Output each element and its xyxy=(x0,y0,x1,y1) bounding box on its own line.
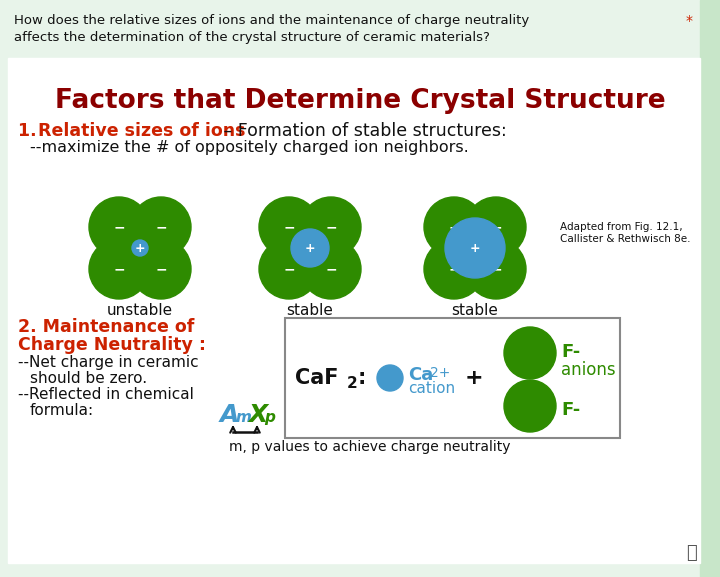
Text: +: + xyxy=(305,242,315,254)
Circle shape xyxy=(301,197,361,257)
Text: formula:: formula: xyxy=(30,403,94,418)
Text: m: m xyxy=(236,410,252,425)
Text: should be zero.: should be zero. xyxy=(30,371,147,386)
Text: −: − xyxy=(156,220,167,234)
Text: −: − xyxy=(448,220,460,234)
Text: F-: F- xyxy=(561,343,580,361)
Circle shape xyxy=(89,239,149,299)
Text: anions: anions xyxy=(561,361,616,379)
Text: −: − xyxy=(490,262,502,276)
Text: +: + xyxy=(135,242,145,254)
Text: −: − xyxy=(113,262,125,276)
Circle shape xyxy=(131,197,191,257)
Text: --Net charge in ceramic: --Net charge in ceramic xyxy=(18,355,199,370)
Text: How does the relative sizes of ions and the maintenance of charge neutrality: How does the relative sizes of ions and … xyxy=(14,14,529,27)
Text: unstable: unstable xyxy=(107,303,173,318)
Circle shape xyxy=(132,240,148,256)
Text: 2: 2 xyxy=(347,377,358,392)
Circle shape xyxy=(89,197,149,257)
Text: stable: stable xyxy=(287,303,333,318)
Text: --Reflected in chemical: --Reflected in chemical xyxy=(18,387,194,402)
Text: *: * xyxy=(686,14,693,28)
Circle shape xyxy=(301,239,361,299)
Text: --maximize the # of oppositely charged ion neighbors.: --maximize the # of oppositely charged i… xyxy=(30,140,469,155)
Text: −: − xyxy=(325,262,337,276)
Text: +: + xyxy=(465,368,484,388)
Text: 2+: 2+ xyxy=(430,366,451,380)
Circle shape xyxy=(504,327,556,379)
Text: Ca: Ca xyxy=(408,366,433,384)
Circle shape xyxy=(424,239,484,299)
Text: −: − xyxy=(283,220,294,234)
Text: Relative sizes of ions: Relative sizes of ions xyxy=(38,122,246,140)
Text: X: X xyxy=(248,403,267,427)
Circle shape xyxy=(291,229,329,267)
Text: F-: F- xyxy=(561,401,580,419)
Text: +: + xyxy=(469,242,480,254)
Text: Ⓛ: Ⓛ xyxy=(686,544,697,562)
Bar xyxy=(8,58,700,563)
Circle shape xyxy=(445,218,505,278)
Text: −: − xyxy=(490,220,502,234)
Text: −: − xyxy=(113,220,125,234)
Text: A: A xyxy=(220,403,239,427)
Text: Factors that Determine Crystal Structure: Factors that Determine Crystal Structure xyxy=(55,88,665,114)
Text: −: − xyxy=(325,220,337,234)
Circle shape xyxy=(259,197,319,257)
Text: – Formation of stable structures:: – Formation of stable structures: xyxy=(218,122,507,140)
Bar xyxy=(700,0,720,577)
Text: Adapted from Fig. 12.1,
Callister & Rethwisch 8e.: Adapted from Fig. 12.1, Callister & Reth… xyxy=(560,222,690,243)
Circle shape xyxy=(466,197,526,257)
Text: 1.: 1. xyxy=(18,122,42,140)
Text: stable: stable xyxy=(451,303,498,318)
Text: :: : xyxy=(358,368,366,388)
Bar xyxy=(285,318,620,438)
Text: cation: cation xyxy=(408,381,455,396)
Text: −: − xyxy=(448,262,460,276)
Circle shape xyxy=(504,380,556,432)
Circle shape xyxy=(466,239,526,299)
Text: 2. Maintenance of: 2. Maintenance of xyxy=(18,318,194,336)
Circle shape xyxy=(377,365,403,391)
Text: p: p xyxy=(264,410,275,425)
Circle shape xyxy=(131,239,191,299)
Circle shape xyxy=(259,239,319,299)
Text: m, p values to achieve charge neutrality: m, p values to achieve charge neutrality xyxy=(229,440,510,454)
Text: −: − xyxy=(283,262,294,276)
Text: −: − xyxy=(156,262,167,276)
Text: affects the determination of the crystal structure of ceramic materials?: affects the determination of the crystal… xyxy=(14,31,490,44)
Circle shape xyxy=(424,197,484,257)
Text: CaF: CaF xyxy=(295,368,338,388)
Text: Charge Neutrality :: Charge Neutrality : xyxy=(18,336,206,354)
